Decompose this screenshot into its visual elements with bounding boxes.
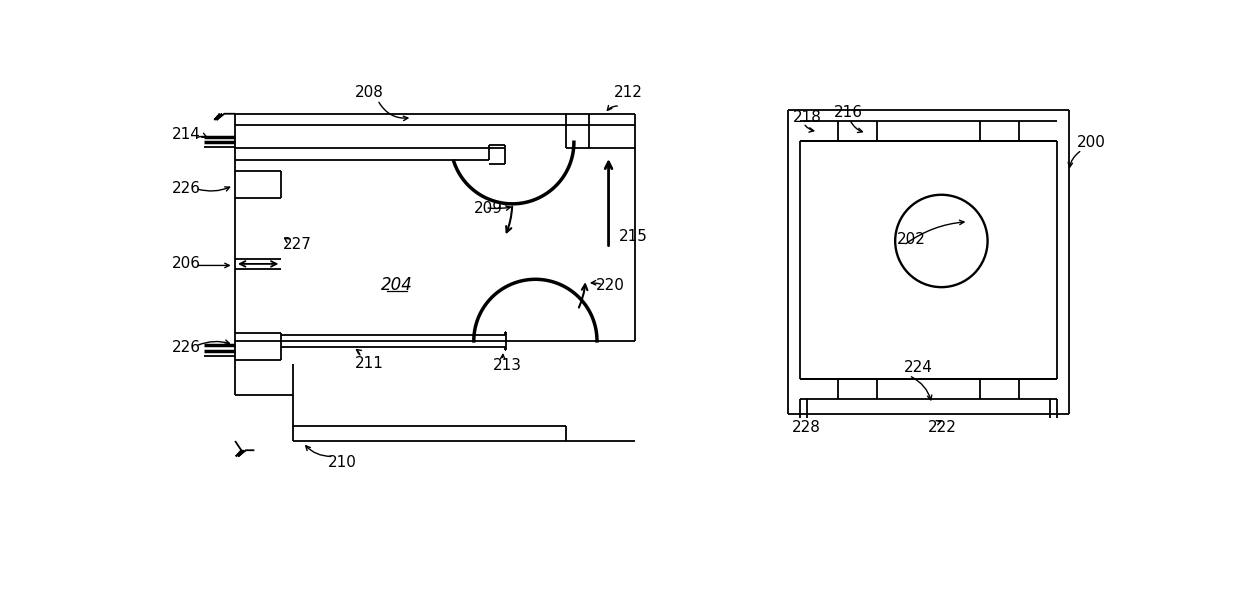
Text: 215: 215: [619, 230, 647, 245]
Text: 206: 206: [172, 256, 201, 271]
Text: 220: 220: [595, 278, 624, 293]
Text: 213: 213: [494, 358, 522, 373]
Text: 208: 208: [355, 86, 383, 101]
Text: 227: 227: [283, 237, 311, 252]
Text: 212: 212: [614, 86, 642, 101]
Text: 224: 224: [904, 361, 932, 375]
Text: 209: 209: [474, 201, 502, 216]
Text: 214: 214: [172, 127, 201, 142]
Text: 200: 200: [1076, 134, 1106, 150]
Text: 204: 204: [381, 277, 413, 295]
Text: 226: 226: [172, 181, 201, 196]
Text: 222: 222: [928, 421, 957, 436]
Text: 216: 216: [835, 105, 863, 120]
Text: 202: 202: [898, 232, 926, 247]
Text: 210: 210: [327, 455, 356, 470]
Text: 211: 211: [355, 356, 383, 371]
Text: 228: 228: [792, 419, 821, 434]
Text: 218: 218: [794, 110, 822, 125]
Text: 226: 226: [172, 340, 201, 355]
